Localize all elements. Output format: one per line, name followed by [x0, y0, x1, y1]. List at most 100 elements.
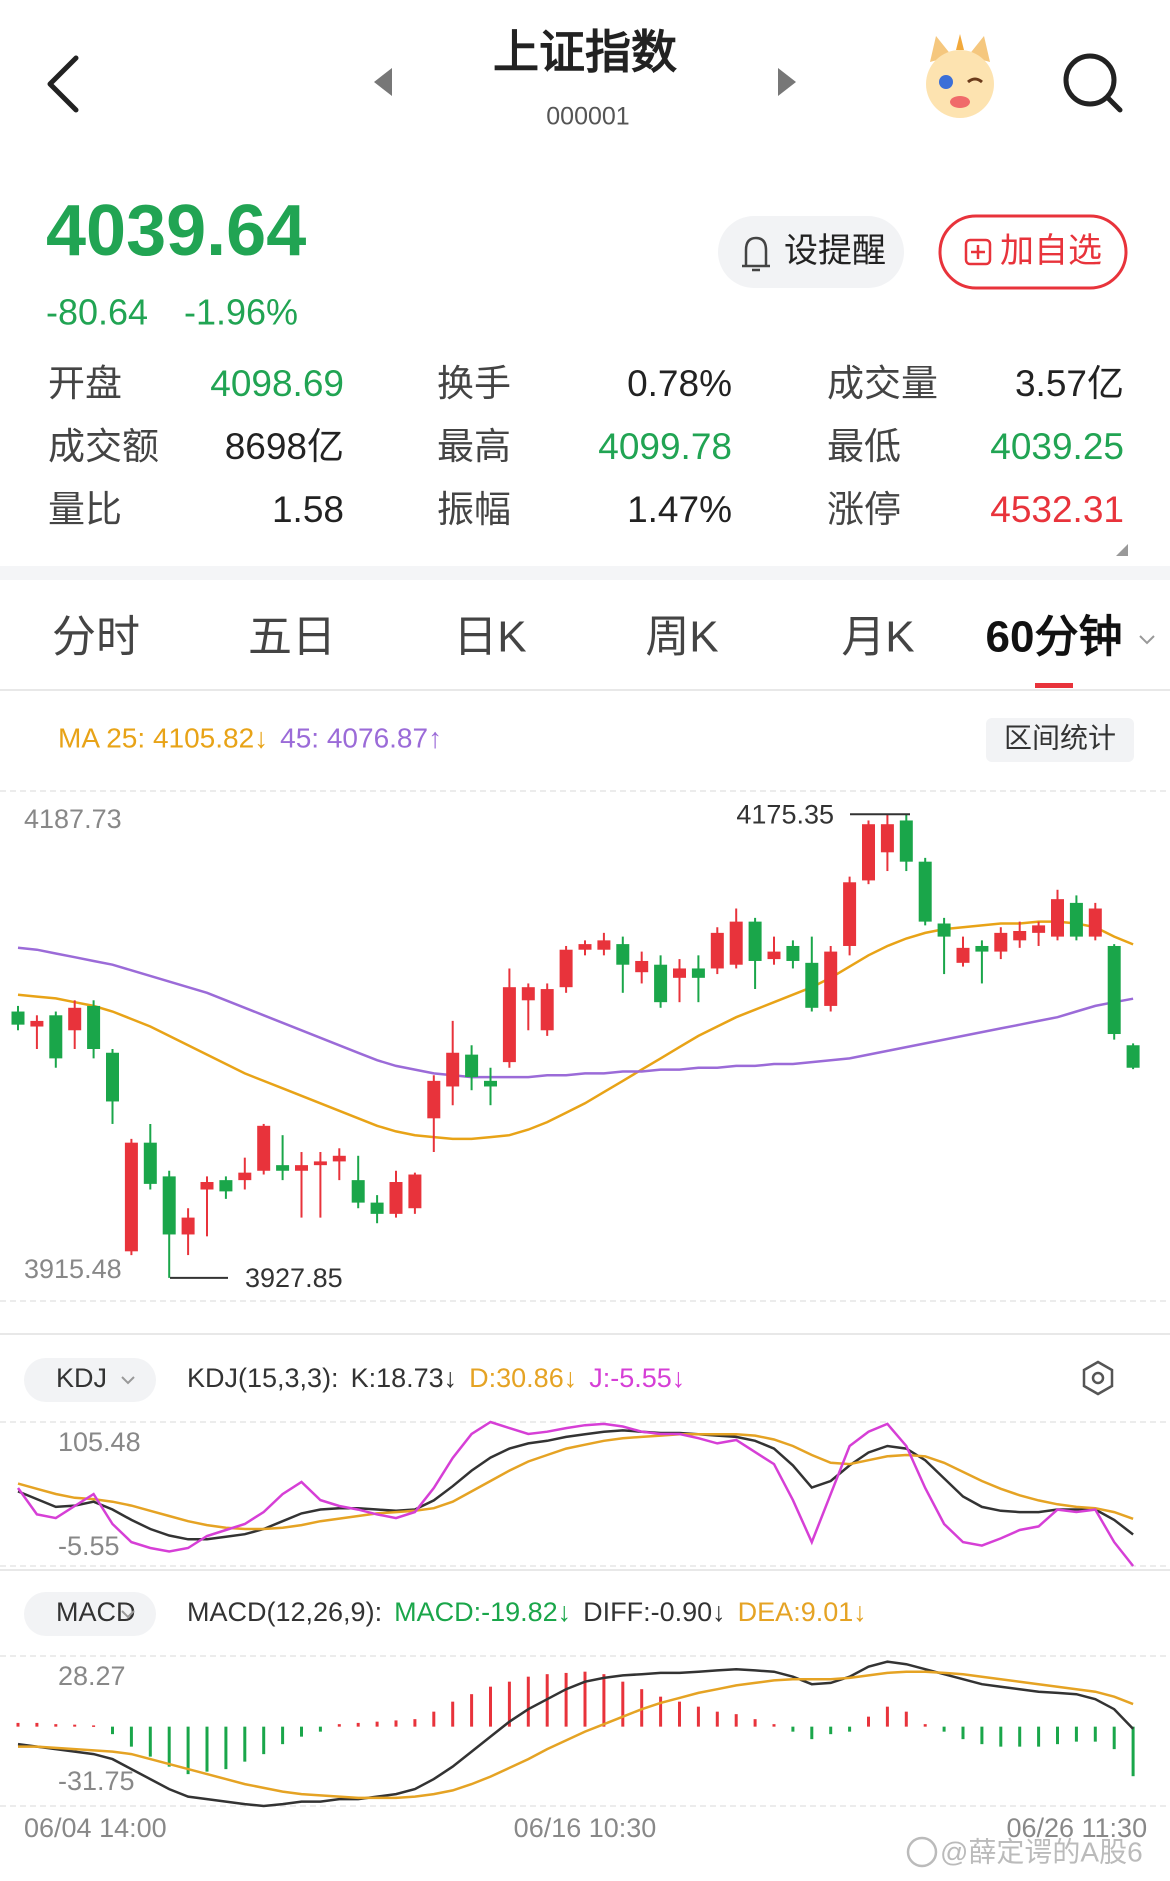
histogram-bar — [885, 1706, 889, 1727]
y-tick-label: 28.27 — [58, 1661, 126, 1691]
histogram-bar — [753, 1719, 757, 1727]
indicator-settings[interactable] — [1082, 1360, 1114, 1396]
histogram-bar — [205, 1726, 209, 1772]
candle-body — [313, 1161, 327, 1166]
histogram-bar — [678, 1701, 681, 1727]
button-label: 区间统计 — [1004, 722, 1116, 753]
histogram-bar — [224, 1726, 228, 1770]
indicator-line — [17, 1660, 1135, 1808]
candle-body — [49, 1015, 63, 1059]
histogram-bar — [451, 1701, 455, 1727]
histogram-bar — [829, 1726, 833, 1735]
candle-body — [106, 1052, 119, 1102]
expand-indicator[interactable] — [1116, 544, 1128, 556]
alert-button[interactable]: 设提醒 — [718, 216, 904, 288]
tab[interactable]: 分时 — [52, 613, 140, 662]
histogram-bar — [186, 1726, 190, 1775]
histogram-bar — [129, 1726, 133, 1747]
assistant-avatar[interactable] — [926, 34, 994, 118]
watermark: @薛定谔的A股6 — [906, 1836, 1143, 1867]
indicator-selector[interactable]: MACD — [24, 1592, 156, 1636]
histogram-bar — [923, 1724, 927, 1727]
candle-body — [899, 820, 913, 862]
candle-body — [824, 951, 838, 1006]
tab-underline — [1035, 683, 1073, 688]
avatar-face — [926, 50, 994, 118]
candle-body — [1032, 925, 1046, 933]
y-tick-label: -5.55 — [58, 1531, 120, 1561]
histogram-bar — [356, 1722, 360, 1727]
next-button[interactable] — [778, 68, 796, 96]
candle-body — [295, 1165, 308, 1171]
price-change: -80.64 — [46, 292, 148, 333]
legend-entry: DEA:9.01↓ — [738, 1597, 867, 1627]
search-icon — [1105, 95, 1123, 113]
histogram-bar — [375, 1721, 379, 1727]
histogram-bar — [1074, 1726, 1078, 1742]
histogram-bar — [262, 1726, 266, 1755]
histogram-bar — [489, 1686, 492, 1727]
stat-label: 开盘 — [48, 363, 122, 404]
y-tick-label: 105.48 — [58, 1427, 141, 1457]
x-tick-label: 06/04 14:00 — [24, 1813, 167, 1843]
histogram-bar — [659, 1696, 663, 1727]
candle-body — [1051, 899, 1064, 937]
histogram-bar — [300, 1726, 303, 1737]
tab[interactable]: 周K — [645, 613, 718, 662]
watchlist-button[interactable]: 加自选 — [938, 214, 1128, 290]
period-tabs: 分时 五日 日K 周K 月K 60分钟 — [52, 613, 1122, 688]
tab[interactable]: 日K — [453, 613, 526, 662]
histogram-bar — [564, 1672, 568, 1727]
stock-code: 000001 — [546, 103, 629, 131]
ma-legend: 45: 4076.87↑ — [280, 722, 442, 753]
last-price: 4039.64 — [46, 191, 306, 271]
candle-body — [1013, 930, 1027, 941]
candle-body — [446, 1052, 460, 1087]
candle-body — [68, 1007, 82, 1031]
histogram-bar — [413, 1719, 417, 1727]
histogram-bar — [734, 1714, 738, 1727]
histogram-bar — [73, 1724, 77, 1727]
settings-icon — [1082, 1360, 1114, 1396]
button-bg — [718, 216, 904, 288]
stat-label: 换手 — [437, 363, 511, 404]
candle-body — [937, 923, 951, 937]
search-button[interactable] — [1063, 53, 1123, 113]
back-button[interactable] — [47, 55, 79, 113]
stat-label: 振幅 — [437, 489, 511, 530]
tab[interactable]: 月K — [841, 613, 914, 662]
histogram-bar — [243, 1726, 247, 1762]
histogram-bar — [35, 1722, 39, 1727]
legend-entry: MACD:-19.82↓ — [394, 1597, 571, 1627]
stat-value: 4099.78 — [598, 426, 732, 467]
candle-body — [1069, 902, 1083, 937]
y-tick-label: 3915.48 — [24, 1254, 122, 1284]
tab[interactable]: 60分钟 — [986, 613, 1123, 662]
candle-body — [502, 987, 516, 1063]
prev-button[interactable] — [374, 68, 392, 96]
indicator-selector[interactable]: KDJ — [24, 1358, 156, 1402]
histogram-bar — [1112, 1726, 1116, 1750]
candle-body — [162, 1176, 176, 1235]
histogram-bar — [318, 1726, 322, 1732]
stat-value: 8698亿 — [225, 426, 344, 467]
histogram-bar — [602, 1674, 606, 1727]
range-stats-button[interactable]: 区间统计 — [986, 718, 1134, 762]
tab-dropdown[interactable] — [1139, 635, 1155, 645]
candle-body — [710, 932, 724, 969]
tab[interactable]: 五日 — [248, 613, 336, 662]
histogram-bar — [1056, 1726, 1059, 1745]
stat-label: 最高 — [437, 426, 511, 467]
stat-value: 1.47% — [627, 489, 732, 530]
selector-label: KDJ — [56, 1363, 107, 1393]
histogram-bar — [337, 1724, 341, 1727]
avatar-eye — [967, 77, 983, 84]
candle-body — [691, 968, 705, 978]
histogram-bar — [772, 1724, 776, 1727]
candle-body — [843, 882, 857, 946]
selector-chevron — [121, 1376, 135, 1385]
histogram-bar — [111, 1726, 114, 1735]
plus-icon — [971, 245, 985, 259]
